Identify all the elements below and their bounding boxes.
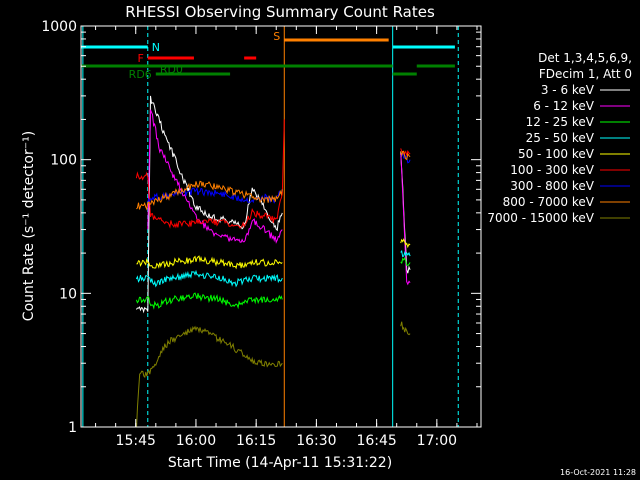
x-tick-label: 17:00 [417, 433, 457, 449]
legend-entry-label: 100 - 300 keV [510, 163, 594, 177]
x-axis-label: Start Time (14-Apr-11 15:31:22) [168, 455, 392, 471]
flag-label-s: S [273, 30, 280, 43]
series-line [400, 153, 411, 286]
axes: 15:45 16:00 16:15 16:30 16:45 17:00 1 10 100 1000 [41, 19, 481, 449]
legend-entry-label: 3 - 6 keV [541, 83, 595, 97]
series-line [400, 150, 411, 161]
legend-entry-label: 300 - 800 keV [510, 179, 594, 193]
plot-frame [80, 25, 482, 428]
series-line [136, 180, 283, 211]
series-line [147, 109, 283, 244]
legend-entry-label: 12 - 25 keV [526, 115, 595, 129]
legend-entry-label: 25 - 50 keV [526, 131, 595, 145]
flag-label-n: N [152, 41, 160, 54]
series-line [147, 186, 283, 204]
legend-entry-label: 50 - 100 keV [518, 147, 595, 161]
legend: Det 1,3,4,5,6,9, FDecim 1, Att 0 3 - 6 k… [487, 51, 632, 225]
flag-label-f: F [137, 52, 143, 65]
y-tick-label: 1 [68, 420, 77, 436]
x-tick-label: 15:45 [116, 433, 156, 449]
series-line [400, 238, 411, 249]
legend-header-line: Det 1,3,4,5,6,9, [538, 51, 632, 65]
series-line [400, 256, 411, 266]
x-tick-label: 16:30 [296, 433, 336, 449]
legend-entry-label: 7000 - 15000 keV [487, 211, 594, 225]
y-tick-label: 10 [59, 286, 77, 302]
x-tick-label: 16:15 [236, 433, 276, 449]
x-tick-label: 16:45 [356, 433, 396, 449]
legend-header-line: FDecim 1, Att 0 [539, 67, 632, 81]
series-line [400, 249, 411, 258]
data-series [135, 95, 411, 427]
series-line [135, 269, 283, 288]
x-tick-label: 16:00 [176, 433, 216, 449]
series-line [136, 325, 283, 427]
y-axis-label: Count Rate (s⁻¹ detector⁻¹) [21, 131, 37, 321]
flag-label-rd6: RD6 [129, 68, 152, 81]
chart-title: RHESSI Observing Summary Count Rates [125, 3, 435, 21]
legend-entry-label: 6 - 12 keV [533, 99, 595, 113]
series-line [136, 95, 283, 314]
series-line [135, 119, 285, 229]
legend-entry-label: 800 - 7000 keV [503, 195, 595, 209]
series-line [136, 255, 283, 270]
series-line [135, 292, 283, 310]
series-line [400, 321, 411, 336]
timestamp: 16-Oct-2021 11:28 [560, 468, 636, 477]
y-tick-label: 100 [50, 153, 77, 169]
y-tick-label: 1000 [41, 19, 77, 35]
vertical-markers [82, 26, 459, 427]
